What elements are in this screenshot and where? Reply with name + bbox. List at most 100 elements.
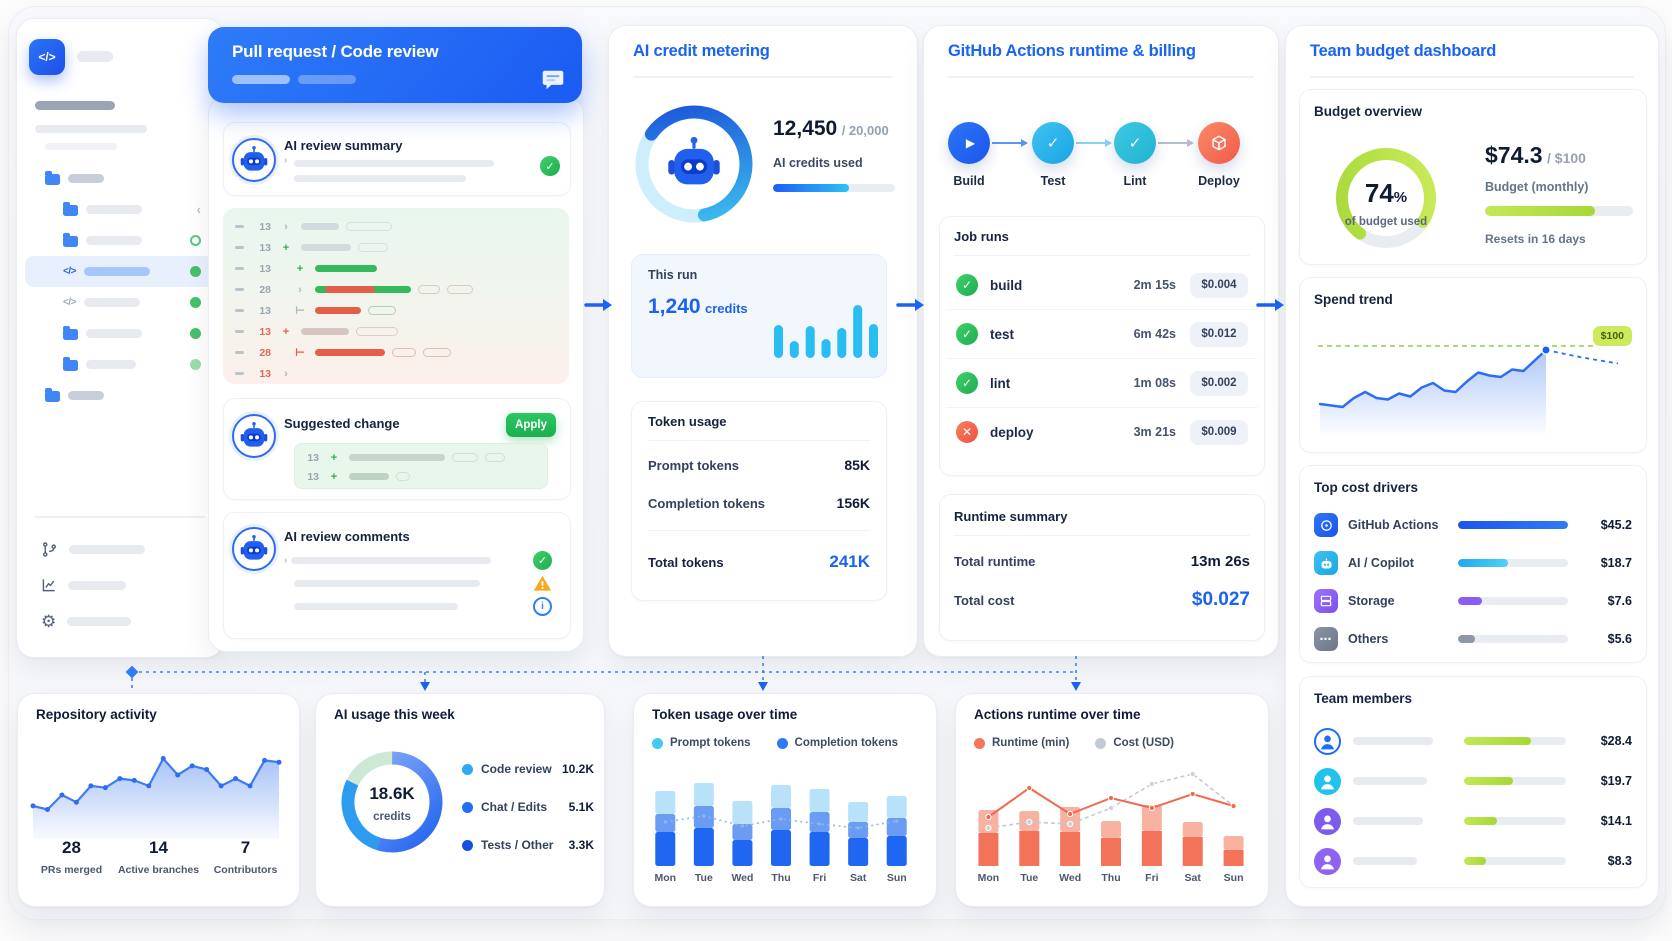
divider (648, 530, 870, 531)
legend-dot-icon (1095, 737, 1107, 749)
comments-title: AI review comments (284, 529, 410, 544)
budget-monthly-label: Budget (monthly) (1485, 180, 1589, 194)
job-cost-badge: $0.012 (1190, 321, 1248, 347)
team-member-row[interactable]: $19.7 (1314, 761, 1632, 801)
token-usage-time-chart (655, 783, 907, 866)
diff-row: 13 + (235, 321, 569, 342)
driver-bar (1458, 635, 1568, 643)
pipeline-step-build[interactable]: ▶ (948, 122, 990, 164)
pipeline-step-lint[interactable]: ✓ (1114, 122, 1156, 164)
member-name-skeleton (1353, 817, 1423, 825)
day-label: Tue (694, 872, 713, 884)
diff-bar (349, 472, 389, 481)
cost-driver-row[interactable]: ⋯ Others $5.6 (1314, 620, 1632, 658)
job-run-row-deploy[interactable]: ✕ deploy 3m 21s $0.009 (946, 408, 1258, 456)
gear-icon: ⚙ (41, 611, 57, 631)
pipeline-step-deploy[interactable] (1198, 122, 1240, 164)
diff-line-number: 13 (259, 220, 271, 233)
sidebar-item-selected[interactable]: </> (25, 256, 215, 287)
cost-driver-row[interactable]: Storage $7.6 (1314, 582, 1632, 620)
this-run-bars-chart (774, 305, 878, 358)
cost-driver-row[interactable]: GitHub Actions $45.2 (1314, 506, 1632, 544)
sidebar-item[interactable] (25, 163, 215, 194)
legend-dot-icon (974, 737, 985, 749)
folder-icon (63, 233, 78, 247)
apply-button[interactable]: Apply (506, 413, 556, 437)
person-icon (1320, 815, 1335, 829)
job-run-row-build[interactable]: ✓ build 2m 15s $0.004 (946, 261, 1258, 310)
job-cost-badge: $0.009 (1190, 419, 1248, 445)
diff-token-pill (423, 348, 451, 357)
team-member-row[interactable]: $14.1 (1314, 801, 1632, 841)
diff-line-number: 28 (259, 283, 271, 296)
token-usage-row: Completion tokens 156K (648, 495, 870, 511)
pr-panel-body: AI review summary › ✓ 13 › 13 +13 +28 › 13 ⊢ 13 +… (208, 96, 584, 652)
sidebar-divider (35, 516, 205, 518)
token-usage-title: Token usage (648, 414, 727, 429)
actions-runtime-time-panel: Actions runtime over time Runtime (min) C… (955, 693, 1269, 907)
ai-usage-title: AI usage this week (334, 707, 455, 722)
runtime-summary-card: Runtime summary Total runtime 13m 26s To… (939, 494, 1265, 641)
diff-token-pill (485, 453, 505, 462)
usage-legend-item: Chat / Edits 5.1K (462, 788, 594, 826)
sidebar-util-item-gear[interactable]: ⚙ (21, 603, 219, 639)
token-usage-time-title: Token usage over time (652, 707, 798, 722)
diff-row: 13 + (235, 258, 569, 279)
sidebar-item[interactable] (25, 318, 215, 349)
member-spend-bar (1464, 857, 1566, 865)
diff-line-number: 28 (259, 346, 271, 359)
team-member-row[interactable]: $8.3 (1314, 841, 1632, 881)
repo-activity-title: Repository activity (36, 707, 157, 722)
github-actions-icon (1320, 519, 1332, 531)
suggested-title: Suggested change (284, 416, 400, 431)
budget-amount: $74.3 / $100 (1485, 142, 1586, 168)
job-run-row-lint[interactable]: ✓ lint 1m 08s $0.002 (946, 359, 1258, 408)
pipeline-label: Lint (1123, 174, 1147, 188)
sidebar-item[interactable]: </> (25, 287, 215, 318)
sidebar-util-item-branch[interactable] (21, 531, 219, 567)
pipeline-step-test[interactable]: ✓ (1032, 122, 1074, 164)
team-member-row[interactable]: $28.4 (1314, 721, 1632, 761)
budget-panel-title: Team budget dashboard (1310, 42, 1497, 60)
diff-row: 28 › (235, 279, 569, 300)
legend-dot-icon (462, 839, 473, 851)
person-icon (1320, 855, 1335, 869)
sidebar-item[interactable] (25, 349, 215, 380)
total-runtime-row: Total runtime 13m 26s (954, 552, 1250, 570)
code-file-icon: </> (63, 297, 76, 308)
budget-overview-title: Budget overview (1314, 104, 1423, 119)
member-spend-bar (1464, 737, 1566, 745)
sidebar-item[interactable]: ‹ (25, 194, 215, 225)
runtime-summary-title: Runtime summary (954, 509, 1068, 524)
diff-token-pill (356, 327, 398, 336)
others-icon: ⋯ (1319, 632, 1333, 646)
summary-title: AI review summary (284, 138, 403, 153)
day-label: Fri (1145, 872, 1159, 884)
item-skeleton (86, 236, 142, 245)
legend-item: Cost (USD) (1095, 737, 1174, 749)
ai-credit-panel: AI credit metering 12,450 / 20,000 AI cr… (608, 25, 918, 657)
sidebar-util-item-chart[interactable] (21, 567, 219, 603)
day-label: Thu (771, 872, 791, 884)
app-logo[interactable]: </> (29, 39, 65, 75)
member-avatar (1314, 767, 1341, 795)
credit-panel-title: AI credit metering (633, 42, 770, 60)
pr-panel-title: Pull request / Code review (232, 42, 439, 61)
sidebar-item[interactable] (25, 225, 215, 256)
diff-bar (315, 348, 385, 357)
chat-bubble-icon[interactable] (540, 67, 566, 93)
sidebar-item[interactable] (25, 380, 215, 411)
cost-driver-row[interactable]: AI / Copilot $18.7 (1314, 544, 1632, 582)
nav-skeleton-dark (35, 101, 115, 110)
member-name-skeleton (1353, 737, 1433, 745)
team-members-title: Team members (1314, 691, 1413, 706)
info-icon: i (533, 597, 552, 616)
item-skeleton (86, 329, 142, 338)
legend-dot-icon (462, 763, 473, 775)
job-run-row-test[interactable]: ✓ test 6m 42s $0.012 (946, 310, 1258, 359)
ai-review-comments-card: AI review comments › ✓ i (223, 512, 571, 639)
diff-bar (315, 264, 377, 273)
credit-ring-chart (635, 105, 753, 223)
collapse-chevron-icon[interactable]: ‹ (196, 202, 201, 217)
diff-line-number: 13 (259, 241, 271, 254)
